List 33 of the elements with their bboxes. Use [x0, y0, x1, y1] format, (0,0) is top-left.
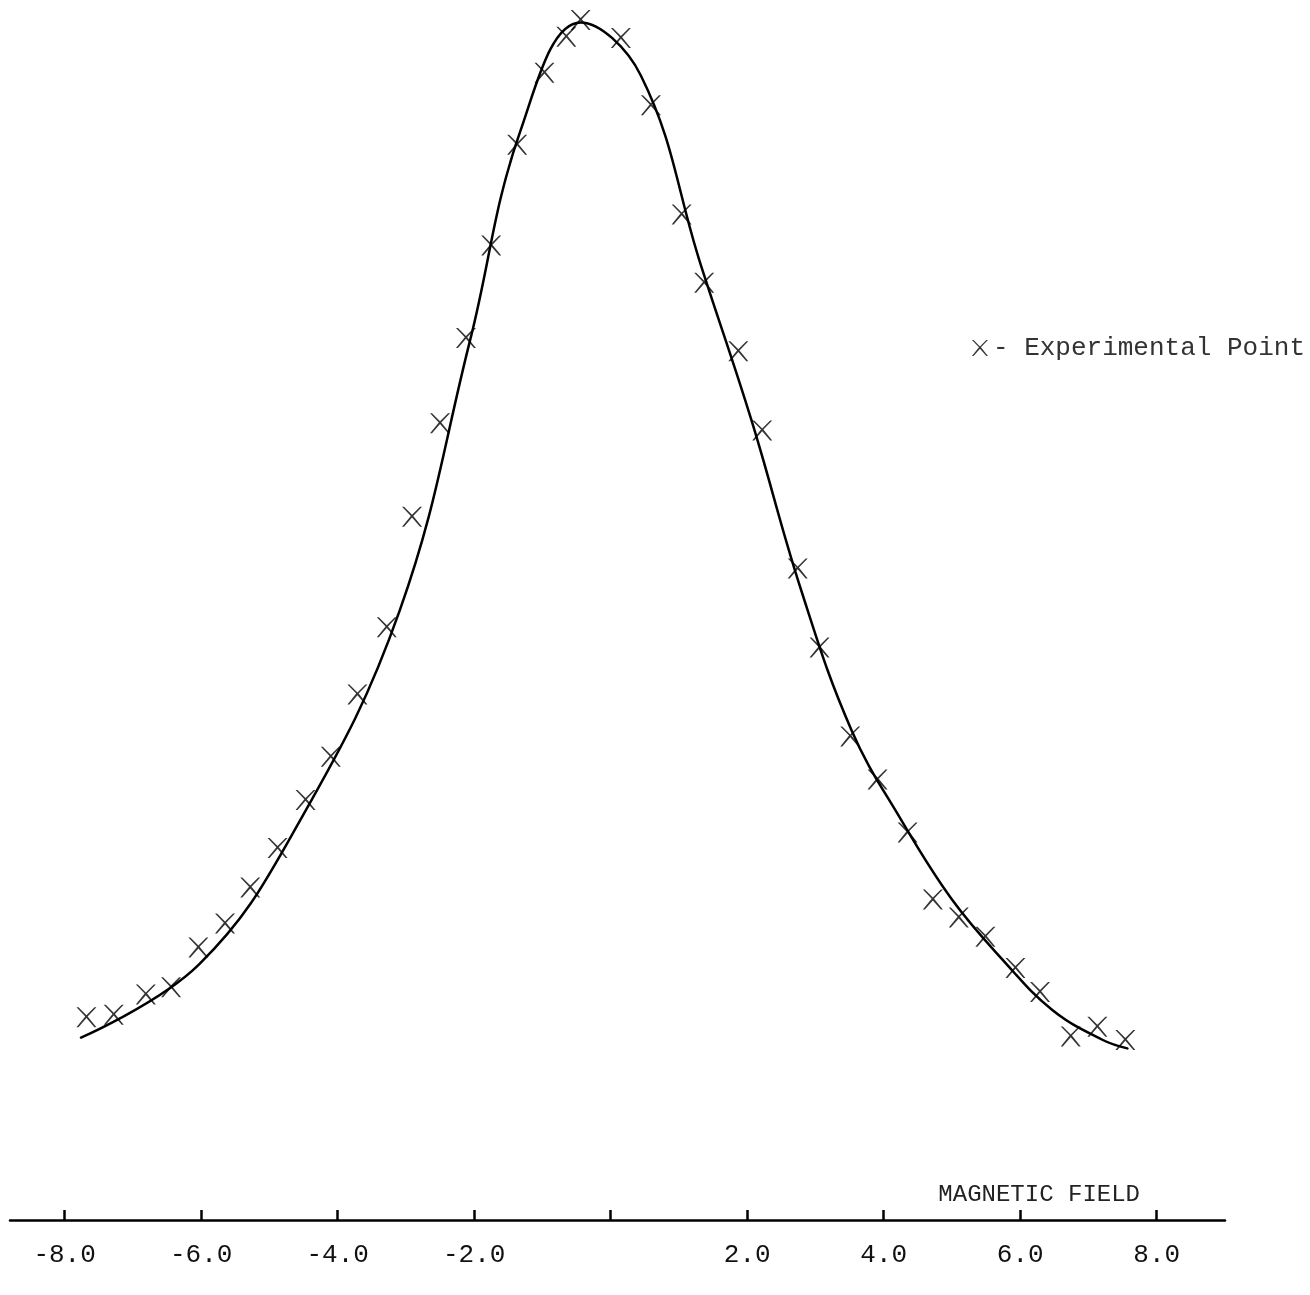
point [1005, 958, 1026, 978]
point [295, 790, 316, 810]
x-tick-label: 4.0 [860, 1240, 908, 1270]
point [347, 684, 368, 705]
point [1115, 1030, 1136, 1050]
point [610, 28, 631, 48]
point [240, 877, 261, 898]
point [402, 506, 423, 527]
x-tick-label: -4.0 [306, 1240, 369, 1270]
point [975, 926, 996, 947]
point [76, 1007, 97, 1028]
x-tick-label: 8.0 [1133, 1240, 1181, 1270]
x-tick-label: -2.0 [442, 1240, 506, 1270]
point [728, 341, 749, 362]
x-tick-label: -6.0 [169, 1240, 233, 1270]
point [135, 984, 156, 1005]
point [430, 413, 451, 434]
x-axis-title: MAGNETIC FIELD [938, 1180, 1140, 1208]
legend-label: - Experimental Point [992, 333, 1306, 363]
point [556, 26, 577, 47]
point [267, 838, 288, 858]
x-tick-label: -8.0 [33, 1240, 96, 1270]
x-tick-label: 6.0 [996, 1240, 1044, 1270]
point [922, 889, 943, 910]
point [1087, 1016, 1108, 1037]
point [376, 617, 397, 638]
x-tick-label: 2.0 [723, 1240, 771, 1270]
point [1060, 1026, 1081, 1047]
point [188, 937, 209, 958]
point [948, 907, 969, 928]
point [1030, 982, 1051, 1002]
point [320, 746, 341, 767]
point [103, 1004, 124, 1025]
